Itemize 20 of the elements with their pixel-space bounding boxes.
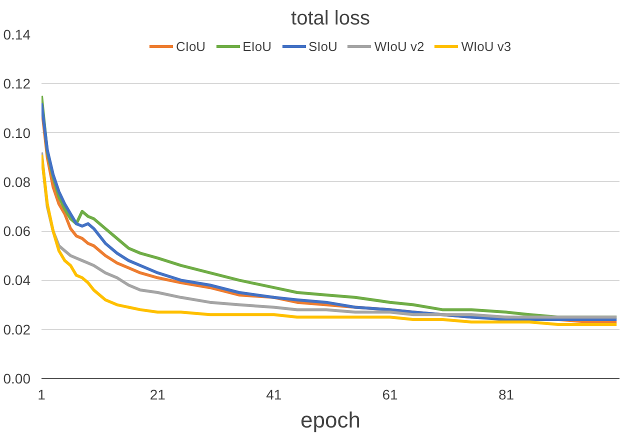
legend-label: EIoU [242, 38, 272, 54]
legend-label: WIoU v3 [461, 38, 512, 54]
x-tick-label: 81 [498, 386, 514, 402]
y-tick-label: 0.06 [3, 223, 31, 240]
y-tick-label: 0.08 [3, 174, 31, 190]
y-tick-label: 0.00 [3, 370, 31, 386]
y-tick-label: 0.04 [3, 272, 31, 288]
x-tick-label: 1 [38, 386, 46, 402]
x-tick-label: 61 [382, 386, 398, 402]
y-tick-label: 0.10 [3, 124, 31, 141]
legend-label: CIoU [176, 38, 206, 54]
chart-title: total loss [291, 8, 370, 30]
x-tick-label: 41 [266, 386, 282, 402]
x-axis-title: epoch [300, 408, 360, 432]
y-tick-label: 0.12 [3, 76, 31, 92]
legend-label: SIoU [308, 38, 338, 54]
x-tick-label: 21 [150, 386, 166, 402]
legend-label: WIoU v2 [374, 38, 424, 54]
y-tick-label: 0.14 [3, 26, 31, 42]
y-tick-label: 0.02 [3, 321, 31, 338]
